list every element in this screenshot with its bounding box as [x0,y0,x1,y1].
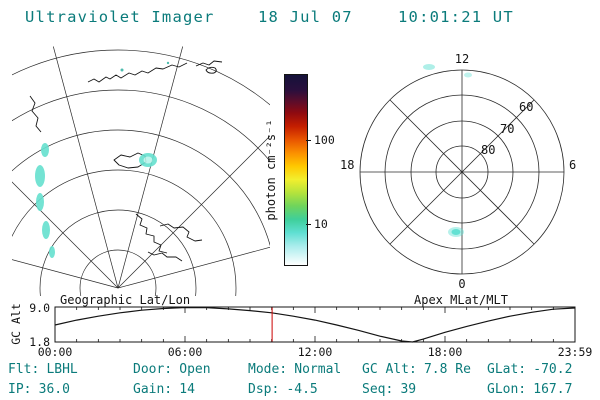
strip-ylabel: GC Alt [9,303,23,345]
status-door-label: Door: [133,362,173,377]
status-gcalt: GC Alt: 7.8 Re [362,362,471,377]
apex-panel [359,64,565,275]
status-dsp-label: Dsp: [248,382,280,397]
status-flt-label: Flt: [8,362,40,377]
status-glat-label: GLat: [487,362,527,377]
xtick-1800: 18:00 [427,345,463,359]
strip-ticks [76,307,554,342]
header-date: 18 Jul 07 [258,8,353,26]
status-glat-value: -70.2 [533,362,573,377]
status-seq-value: 39 [400,382,417,397]
status-seq-label: Seq: [362,382,394,397]
status-mode: Mode: Normal [248,362,341,377]
colorbar-gradient [284,74,308,266]
mlat-label-80: 80 [481,143,496,157]
status-gain-label: Gain: [133,382,173,397]
status-flt-value: LBHL [46,362,78,377]
caption-geographic: Geographic Lat/Lon [60,293,191,307]
status-glon: GLon: 167.7 [487,382,572,397]
status-gcalt-label: GC Alt: [362,362,417,377]
gc-alt-curve [54,306,575,343]
caption-apex: Apex MLat/MLT [414,293,508,307]
mlt-label-18: 18 [340,158,355,172]
status-ip-value: 36.0 [38,382,70,397]
status-glon-label: GLon: [487,382,527,397]
status-mode-value: Normal [294,362,342,377]
coastlines [29,60,223,262]
colorbar-tick-mark-10 [306,224,311,225]
header-time: 10:01:21 UT [398,8,514,26]
aurora-emission-apex [423,64,472,237]
ytick-9.0: 9.0 [29,301,50,315]
status-ip-label: IP: [8,382,32,397]
strip-chart [54,306,576,343]
xtick-2359: 23:59 [557,345,593,359]
mlat-label-60: 60 [519,100,534,114]
status-glon-value: 167.7 [533,382,573,397]
aurora-emission-geographic [35,61,170,258]
mlat-label-70: 70 [500,122,515,136]
geographic-panel [12,46,270,296]
status-door: Door: Open [133,362,211,377]
xtick-0000: 00:00 [37,345,73,359]
status-ip: IP: 36.0 [8,382,70,397]
mlt-label-12: 12 [454,52,470,66]
status-gcalt-value: 7.8 Re [423,362,471,377]
xtick-0600: 06:00 [167,345,203,359]
colorbar-label: photon cm⁻²s⁻¹ [264,119,278,221]
status-dsp: Dsp: -4.5 [248,382,318,397]
colorbar-tick-100: 100 [314,133,335,147]
status-door-value: Open [179,362,211,377]
geographic-grid [12,46,270,296]
mlt-label-0: 0 [458,277,466,291]
colorbar-tick-mark-100 [306,140,311,141]
status-mode-label: Mode: [248,362,288,377]
status-gain: Gain: 14 [133,382,195,397]
ytick-1.8: 1.8 [29,335,50,349]
apex-grid [359,69,565,275]
mlt-label-6: 6 [569,158,577,172]
colorbar-tick-10: 10 [314,217,328,231]
status-flt: Flt: LBHL [8,362,78,377]
header-title: Ultraviolet Imager [25,8,215,26]
status-seq: Seq: 39 [362,382,416,397]
status-gain-value: 14 [179,382,195,397]
status-glat: GLat: -70.2 [487,362,572,377]
xtick-1200: 12:00 [297,345,333,359]
status-dsp-value: -4.5 [286,382,318,397]
